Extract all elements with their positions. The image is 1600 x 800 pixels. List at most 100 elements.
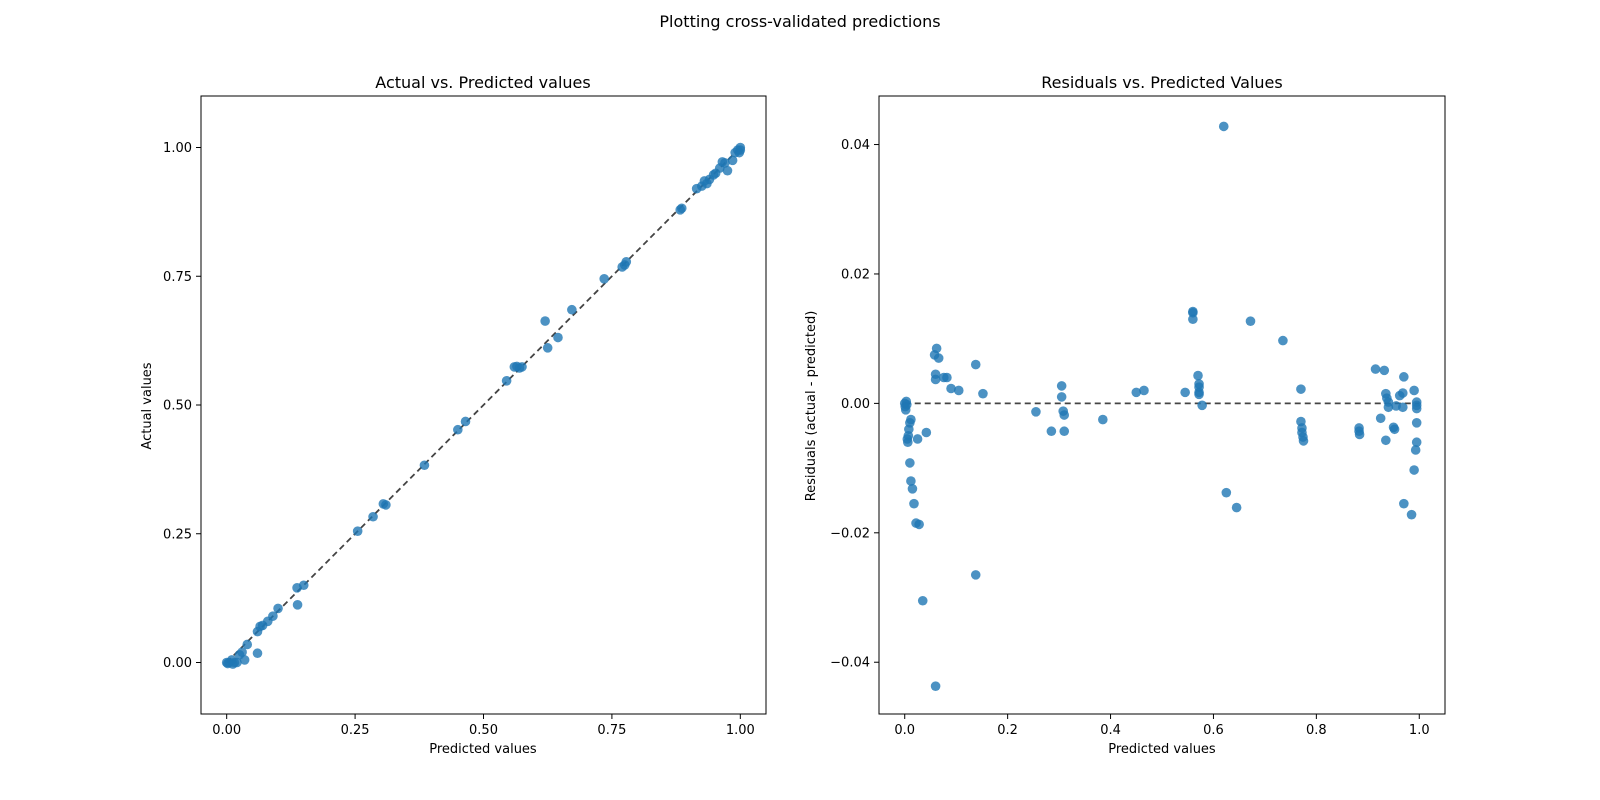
data-point (909, 498, 919, 509)
data-point (1218, 121, 1229, 132)
data-point (292, 600, 303, 610)
data-point (1398, 402, 1408, 413)
data-point (930, 374, 941, 385)
data-point (1278, 335, 1288, 346)
data-point (352, 526, 363, 536)
y-tick-label: 0.50 (163, 399, 192, 414)
data-point (933, 353, 944, 363)
data-point (1188, 314, 1198, 325)
data-point (237, 647, 247, 657)
plot-area: 0.00 0.25 0.50 0.75 1.00 0.00 0.25 0.50 0.75 1.00 (163, 141, 755, 738)
data-point (268, 611, 278, 621)
data-point (727, 155, 738, 166)
data-point (906, 414, 916, 425)
data-point (368, 511, 378, 522)
data-point (599, 274, 610, 284)
data-point (1411, 437, 1422, 448)
y-tick-label: 0.04 (841, 138, 870, 153)
data-point (567, 304, 577, 315)
residuals-vs-predicted-panel: Residuals vs. Predicted Values Predicted… (804, 73, 1446, 757)
data-point (1245, 316, 1256, 326)
data-point (1370, 364, 1381, 374)
data-point (676, 203, 687, 214)
axes-frame (878, 95, 1446, 715)
data-point (1409, 385, 1419, 396)
data-point (419, 460, 430, 471)
data-point (907, 484, 918, 494)
y-tick-label: 0.75 (163, 270, 192, 285)
data-point (917, 595, 928, 606)
data-point (553, 332, 563, 343)
x-tick-label: 0.00 (212, 723, 241, 738)
x-tick-label: 0.50 (469, 723, 498, 738)
data-point (1410, 445, 1421, 455)
data-point (901, 399, 912, 410)
data-point (540, 316, 550, 326)
data-point (942, 372, 952, 383)
data-point (1296, 384, 1306, 394)
x-tick-label: 0.0 (894, 723, 915, 738)
data-point (735, 145, 746, 155)
y-axis-label: Residuals (actual - predicted) (804, 311, 819, 502)
data-point (1411, 403, 1422, 414)
y-axis-label: Actual values (140, 362, 155, 449)
y-tick-label: 0.25 (163, 527, 192, 542)
data-point (1056, 392, 1067, 402)
data-point (232, 657, 242, 668)
data-point (1231, 502, 1242, 513)
panel-title: Residuals vs. Predicted Values (1041, 73, 1282, 92)
data-point (1098, 414, 1108, 425)
y-tick-label: −0.04 (830, 656, 870, 671)
data-point (1139, 385, 1149, 396)
data-point (1194, 389, 1204, 400)
data-point (1197, 400, 1207, 411)
data-point (273, 603, 283, 614)
data-point (1031, 406, 1041, 417)
data-point (946, 383, 956, 394)
panel-title: Actual vs. Predicted values (375, 73, 590, 92)
x-tick-label: 0.75 (597, 723, 626, 738)
x-tick-label: 0.25 (341, 723, 370, 738)
data-point (1375, 413, 1386, 424)
y-tick-label: 0.00 (841, 397, 870, 412)
data-point (970, 359, 981, 370)
data-point (1383, 402, 1394, 413)
data-point (1398, 388, 1408, 398)
data-point (1298, 436, 1309, 446)
x-axis-label: Predicted values (1108, 742, 1216, 757)
actual-vs-predicted-panel: Actual vs. Predicted values Predicted va… (140, 73, 767, 757)
data-point (298, 580, 309, 591)
data-point (970, 570, 981, 580)
y-tick-label: 1.00 (163, 141, 192, 156)
data-point (460, 416, 471, 427)
data-point (252, 648, 263, 659)
x-axis-label: Predicted values (429, 742, 537, 757)
data-point (930, 681, 941, 691)
reference-line (226, 146, 741, 664)
data-point (1193, 370, 1203, 381)
data-point (239, 655, 250, 665)
data-point (1056, 381, 1067, 391)
data-point (1409, 465, 1419, 475)
data-point (1399, 372, 1409, 382)
data-point (1180, 387, 1190, 398)
data-point (1221, 487, 1232, 498)
x-tick-label: 0.6 (1203, 723, 1224, 738)
data-point (381, 500, 391, 510)
data-point (1381, 435, 1391, 446)
data-point (1059, 426, 1070, 437)
data-point (501, 375, 512, 386)
data-point (1059, 410, 1070, 420)
x-tick-label: 1.00 (726, 723, 755, 738)
x-tick-label: 0.4 (1100, 723, 1121, 738)
data-point (1379, 365, 1390, 376)
data-point (1354, 429, 1365, 440)
data-point (914, 519, 924, 530)
x-tick-label: 1.0 (1409, 723, 1430, 738)
data-point (720, 158, 730, 168)
y-tick-label: −0.02 (830, 526, 870, 541)
data-point (1046, 426, 1057, 437)
y-tick-label: 0.02 (841, 267, 870, 282)
data-point (453, 424, 463, 435)
